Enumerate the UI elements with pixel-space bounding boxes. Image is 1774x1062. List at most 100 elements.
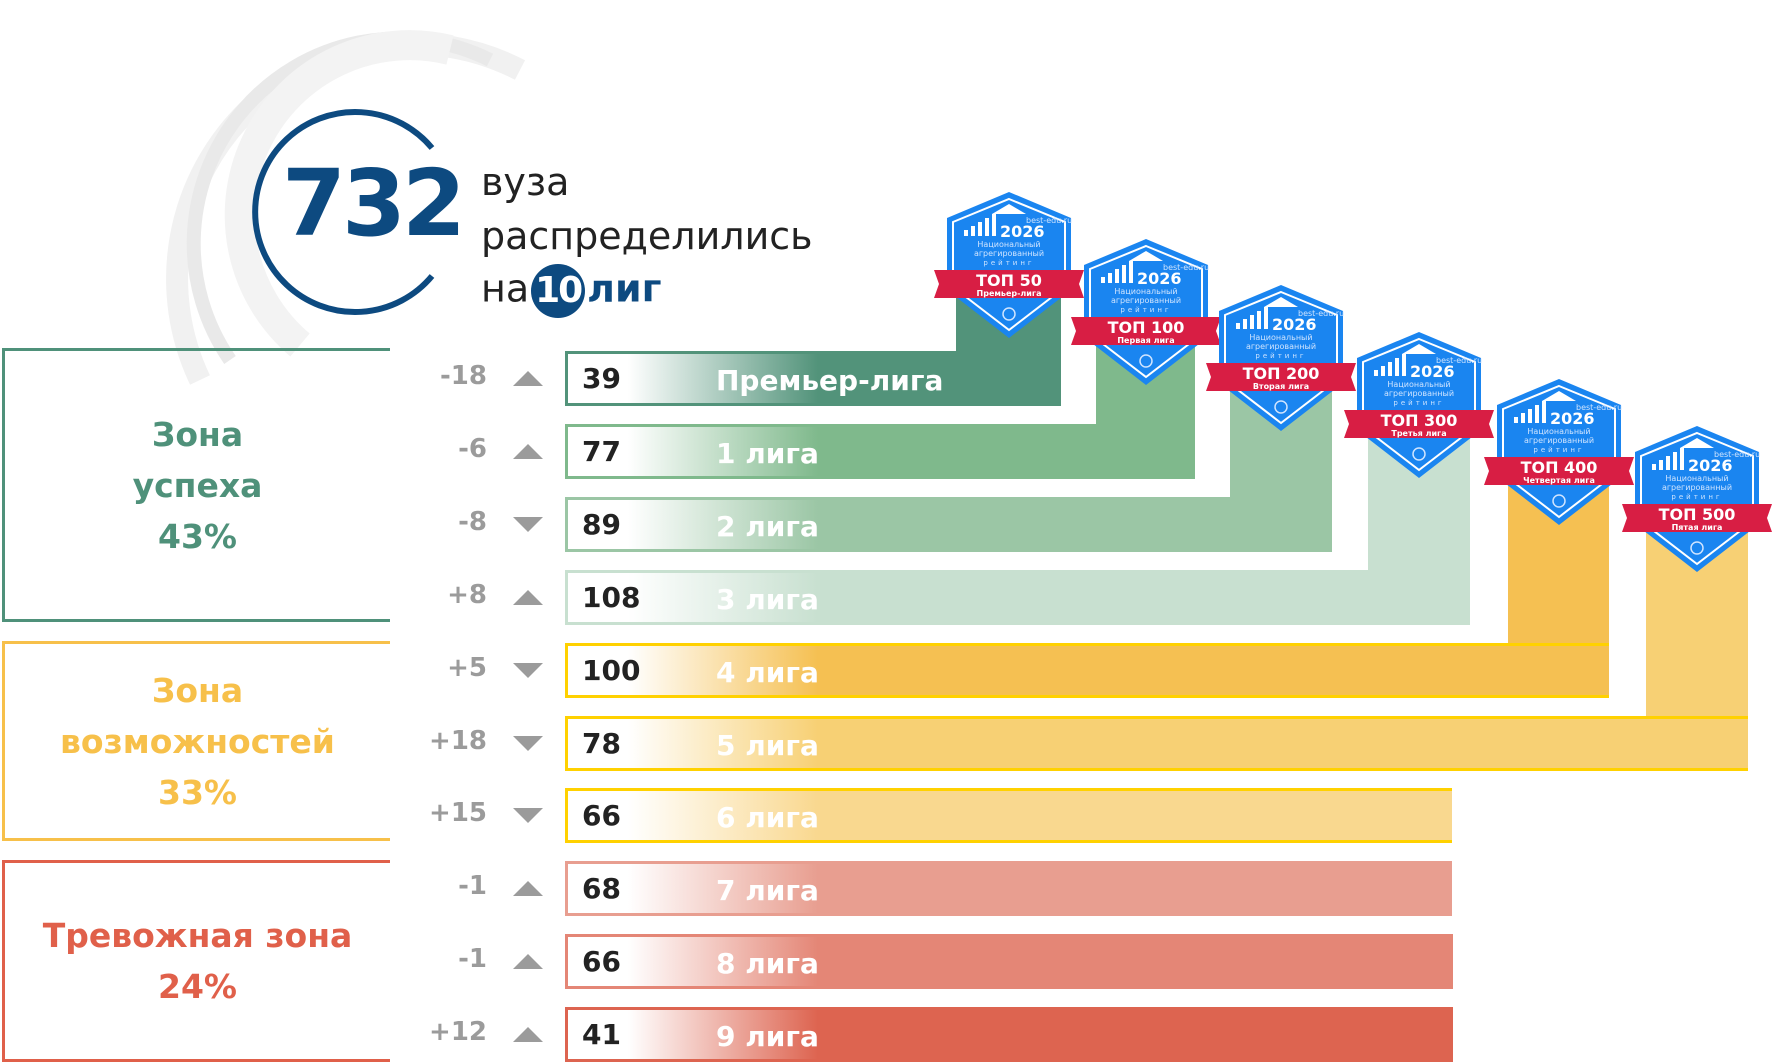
badge-year: 2026 xyxy=(1137,269,1182,288)
league-bar: 77 1 лига xyxy=(565,423,1195,479)
league-label: 6 лига xyxy=(716,801,819,835)
rating-badge: best-edu.ru 2026 Национальный агрегирова… xyxy=(1622,424,1772,574)
rating-badge: best-edu.ru 2026 Национальный агрегирова… xyxy=(1344,330,1494,480)
university-count: 108 xyxy=(582,580,641,614)
league-label: 4 лига xyxy=(716,655,819,689)
league-label: 8 лига xyxy=(716,947,819,981)
rank-change: -18 xyxy=(440,361,487,391)
rank-change: -6 xyxy=(458,433,487,464)
badge-site: best-edu.ru xyxy=(1714,450,1760,459)
badge-top: ТОП 200 xyxy=(1243,364,1320,383)
badge-year: 2026 xyxy=(1688,456,1733,475)
network-icon xyxy=(1551,494,1566,508)
network-icon xyxy=(1412,447,1426,461)
network-icon xyxy=(1138,354,1153,368)
badge-league: Премьер-лига xyxy=(976,289,1041,298)
university-count: 89 xyxy=(582,507,621,541)
rank-change: +18 xyxy=(429,725,487,756)
headline-prefix: на xyxy=(481,266,530,311)
university-count: 39 xyxy=(582,362,621,395)
league-bar: 89 2 лига xyxy=(565,496,1332,552)
badge-top: ТОП 100 xyxy=(1107,318,1184,337)
badge-year: 2026 xyxy=(1000,222,1045,241)
zone-percent: 33% xyxy=(158,772,237,812)
rank-change: -8 xyxy=(458,506,487,537)
rank-change: +12 xyxy=(429,1017,487,1048)
rank-change: +15 xyxy=(429,798,487,829)
badge-text: агрегированный xyxy=(1662,483,1732,492)
league-bar: 41 9 лига xyxy=(565,1007,1453,1062)
badge-text: Национальный xyxy=(1249,333,1312,342)
badge-site: best-edu.ru xyxy=(1576,403,1622,412)
badge-text: Национальный xyxy=(1387,380,1450,389)
badge-text: Национальный xyxy=(977,240,1040,249)
zone-title2: успеха xyxy=(132,465,263,505)
league-label: 9 лига xyxy=(716,1020,819,1054)
triangle-up-icon xyxy=(513,589,543,605)
badge-text: рейтинг xyxy=(1120,306,1171,314)
badge-site: best-edu.ru xyxy=(1163,263,1209,272)
badge-text: агрегированный xyxy=(1384,389,1454,398)
badge-league: Вторая лига xyxy=(1253,382,1309,391)
rank-change: -1 xyxy=(458,871,487,902)
badge-site: best-edu.ru xyxy=(1298,309,1344,318)
badge-site: best-edu.ru xyxy=(1436,356,1482,365)
league-bar: 100 4 лига xyxy=(565,642,1609,698)
badge-site: best-edu.ru xyxy=(1026,216,1072,225)
university-count: 41 xyxy=(582,1018,621,1052)
league-label: 5 лига xyxy=(716,728,819,762)
badge-year: 2026 xyxy=(1550,409,1595,428)
headline-line2: распределились xyxy=(481,214,813,258)
triangle-up-icon xyxy=(513,954,543,970)
badge-top: ТОП 400 xyxy=(1520,458,1597,477)
rating-badge: best-edu.ru 2026 Национальный агрегирова… xyxy=(933,190,1084,340)
rank-change: +8 xyxy=(447,579,487,610)
badge-text: агрегированный xyxy=(973,249,1043,258)
league-bar: 66 8 лига xyxy=(565,934,1453,990)
triangle-up-icon xyxy=(513,443,543,459)
badge-text: рейтинг xyxy=(1255,352,1306,360)
badge-top: ТОП 50 xyxy=(976,271,1042,290)
triangle-up-icon xyxy=(513,371,543,386)
badge-text: Национальный xyxy=(1114,287,1177,296)
zone-title1: Тревожная зона xyxy=(42,916,353,955)
zone-percent: 43% xyxy=(158,516,237,556)
league-label: 7 лига xyxy=(716,874,819,908)
zone-title1: Зона xyxy=(151,670,244,710)
university-count: 68 xyxy=(582,872,621,906)
zone-box-2: Тревожная зона 24% xyxy=(2,860,390,1062)
league-label: 3 лига xyxy=(716,582,819,616)
badge-text: агрегированный xyxy=(1110,296,1180,305)
triangle-down-icon xyxy=(513,662,543,678)
league-label: Премьер-лига xyxy=(716,364,944,397)
total-count: 732 xyxy=(282,150,466,257)
badge-text: агрегированный xyxy=(1246,342,1316,351)
triangle-up-icon xyxy=(513,881,543,897)
headline-line1: вуза xyxy=(481,160,570,204)
badge-text: Национальный xyxy=(1665,474,1728,483)
university-count: 77 xyxy=(582,434,621,468)
network-icon xyxy=(1001,307,1016,321)
headline-line3: на 10 лиг xyxy=(481,264,661,318)
university-count: 66 xyxy=(582,945,621,979)
triangle-up-icon xyxy=(513,1027,543,1043)
badge-text: рейтинг xyxy=(983,259,1034,267)
badge-year: 2026 xyxy=(1410,362,1455,381)
rating-badge: best-edu.ru 2026 Национальный агрегирова… xyxy=(1070,237,1221,387)
badge-text: рейтинг xyxy=(1671,493,1722,501)
zone-box-1: Зона возможностей 33% xyxy=(2,641,390,841)
decorative-rings xyxy=(166,30,526,385)
badge-top: ТОП 300 xyxy=(1381,411,1458,430)
university-count: 78 xyxy=(582,726,621,760)
league-bar: 66 6 лига xyxy=(565,788,1452,844)
league-bar: 68 7 лига xyxy=(565,861,1452,917)
rank-change: +5 xyxy=(447,652,487,683)
badge-league: Пятая лига xyxy=(1672,523,1723,532)
rating-badge: best-edu.ru 2026 Национальный агрегирова… xyxy=(1483,377,1634,527)
rating-badge: best-edu.ru 2026 Национальный агрегирова… xyxy=(1206,283,1356,433)
leagues-count-badge: 10 xyxy=(531,264,586,318)
badge-text: агрегированный xyxy=(1523,436,1593,445)
triangle-down-icon xyxy=(513,735,543,751)
league-label: 1 лига xyxy=(716,436,819,470)
network-icon xyxy=(1274,400,1288,414)
